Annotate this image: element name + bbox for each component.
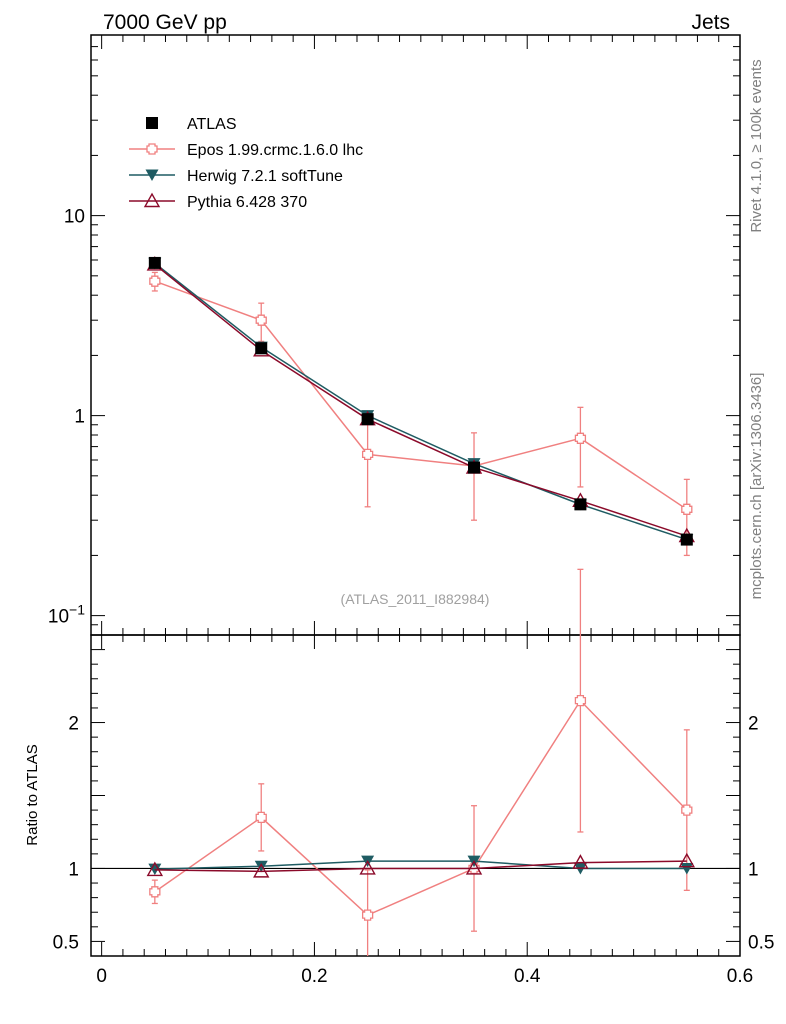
legend-label-epos: Epos 1.99.crmc.1.6.0 lhc [187, 142, 363, 159]
ratio-ytick-label-right-0: 0.5 [748, 932, 774, 953]
legend-marker-epos [129, 143, 175, 155]
main-series-herwig [148, 257, 694, 546]
main-ticks [91, 34, 741, 636]
main-point-epos-1 [255, 314, 267, 326]
ratio-point-epos-1 [255, 811, 267, 824]
main-line-pythia [154, 263, 688, 537]
ratio-ylabel: Ratio to ATLAS [24, 744, 41, 845]
main-ytick-label-0: 10−1 [48, 602, 85, 628]
ratio-ytick-label-right-1: 1 [748, 859, 759, 880]
ratio-line-epos [154, 699, 688, 917]
main-ytick-label-exp-0: −1 [69, 602, 85, 618]
ratio-point-pythia-4 [572, 854, 589, 869]
main-series-atlas [148, 256, 693, 546]
xtick-labels: 0 0.2 0.4 0.6 [96, 966, 753, 987]
analysis-id: (ATLAS_2011_I882984) [341, 591, 490, 607]
xtick-label-3: 0.6 [727, 966, 753, 987]
main-point-atlas-1 [255, 342, 268, 355]
main-point-epos-5 [681, 503, 693, 515]
rivet-label: Rivet 4.1.0, ≥ 100k events [748, 59, 765, 232]
mcplots-label: mcplots.cern.ch [arXiv:1306.3436] [748, 373, 765, 600]
ratio-ticks [91, 634, 741, 957]
ratio-plot [146, 568, 695, 956]
legend-marker-pythia [129, 192, 175, 208]
legend: ATLAS Epos 1.99.crmc.1.6.0 lhc Herwig 7.… [129, 116, 363, 211]
main-line-herwig [154, 262, 688, 541]
ratio-point-herwig-5 [680, 862, 694, 875]
ratio-line-pythia [154, 860, 687, 873]
legend-entry-atlas: ATLAS [146, 116, 237, 133]
legend-marker-atlas [146, 117, 158, 129]
main-point-atlas-2 [361, 413, 374, 426]
xtick-label-1: 0.2 [301, 966, 327, 987]
legend-symbol-pythia [143, 192, 161, 208]
main-plot [146, 256, 695, 557]
ratio-point-herwig-1 [254, 860, 268, 873]
legend-marker-herwig [129, 169, 175, 181]
main-point-epos-0 [149, 275, 161, 287]
ratio-point-epos-0 [149, 886, 161, 898]
main-point-epos-2 [361, 448, 374, 461]
ratio-series-herwig [148, 855, 694, 876]
legend-label-pythia: Pythia 6.428 370 [187, 194, 307, 211]
legend-symbol-atlas [146, 117, 158, 129]
xtick-label-2: 0.4 [514, 966, 541, 987]
ratio-line-herwig [154, 860, 687, 870]
xtick-label-0: 0 [96, 966, 107, 987]
ratio-ytick-labels: 0.5 0.5 1 1 2 2 [53, 714, 775, 954]
main-point-atlas-5 [680, 533, 693, 546]
legend-entry-herwig: Herwig 7.2.1 softTune [129, 168, 343, 185]
ratio-point-herwig-0 [148, 863, 162, 876]
legend-symbol-epos [146, 143, 158, 155]
ratio-ytick-label-left-1: 1 [68, 859, 79, 880]
ratio-point-pythia-1 [253, 862, 270, 878]
ratio-point-epos-4 [574, 695, 587, 707]
ratio-ytick-label-left-2: 2 [68, 714, 79, 735]
main-point-atlas-3 [468, 461, 481, 474]
main-point-epos-4 [574, 432, 587, 444]
ratio-point-pythia-3 [465, 860, 483, 875]
ratio-point-pythia-5 [678, 852, 695, 868]
main-ytick-label-2: 10 [64, 207, 85, 228]
legend-entry-pythia: Pythia 6.428 370 [129, 192, 307, 211]
main-ytick-label-1: 1 [74, 407, 85, 428]
ratio-point-epos-2 [361, 909, 374, 921]
main-ytick-label-base-0: 10 [48, 607, 69, 628]
main-series-epos [149, 271, 693, 557]
ratio-series-epos [149, 568, 693, 956]
main-line-epos [154, 280, 688, 510]
header-right: Jets [691, 11, 730, 34]
legend-entry-epos: Epos 1.99.crmc.1.6.0 lhc [129, 142, 363, 159]
legend-label-atlas: ATLAS [187, 116, 237, 133]
main-point-atlas-0 [148, 256, 161, 269]
main-point-atlas-4 [574, 498, 587, 511]
ratio-ytick-label-right-2: 2 [748, 714, 759, 735]
main-series-pythia [146, 256, 695, 543]
ratio-ytick-label-left-0: 0.5 [53, 932, 79, 953]
ratio-point-pythia-0 [146, 861, 164, 877]
ratio-series-pythia [146, 852, 695, 878]
legend-label-herwig: Herwig 7.2.1 softTune [187, 168, 343, 185]
ratio-frame [90, 634, 741, 957]
ratio-point-pythia-2 [359, 860, 376, 875]
header-left: 7000 GeV pp [103, 11, 227, 34]
ratio-point-epos-5 [681, 804, 693, 816]
legend-symbol-herwig [145, 169, 159, 181]
ratio-panel: 0.5 0.5 1 1 2 2 0 0.2 0.4 0.6 Ratio to ATLAS [24, 568, 775, 987]
